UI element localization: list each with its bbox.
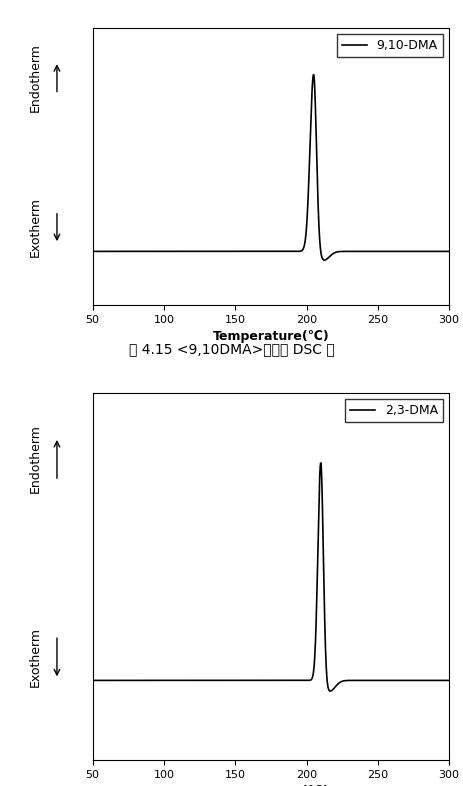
9,10-DMA xyxy=(226,247,232,256)
2,3-DMA xyxy=(383,676,388,685)
2,3-DMA xyxy=(322,608,327,617)
2,3-DMA xyxy=(356,676,362,685)
9,10-DMA xyxy=(90,247,95,256)
9,10-DMA xyxy=(322,255,327,265)
Legend: 2,3-DMA: 2,3-DMA xyxy=(345,399,443,422)
Text: Endotherm: Endotherm xyxy=(29,424,42,494)
9,10-DMA xyxy=(304,224,309,233)
9,10-DMA xyxy=(155,247,160,256)
2,3-DMA xyxy=(226,676,232,685)
2,3-DMA xyxy=(446,676,452,685)
2,3-DMA xyxy=(318,458,324,468)
2,3-DMA xyxy=(90,676,95,685)
9,10-DMA xyxy=(322,255,327,265)
2,3-DMA xyxy=(304,676,309,685)
Text: Endotherm: Endotherm xyxy=(29,43,42,112)
9,10-DMA xyxy=(446,247,452,256)
9,10-DMA xyxy=(356,247,362,256)
Text: 圖 4.15 <9,10DMA>分子之 DSC 圖: 圖 4.15 <9,10DMA>分子之 DSC 圖 xyxy=(129,342,334,356)
Text: Exotherm: Exotherm xyxy=(29,627,42,687)
9,10-DMA xyxy=(383,247,388,256)
Text: Exotherm: Exotherm xyxy=(29,197,42,258)
Line: 9,10-DMA: 9,10-DMA xyxy=(93,75,449,260)
2,3-DMA xyxy=(155,676,160,685)
9,10-DMA xyxy=(311,70,316,79)
2,3-DMA xyxy=(327,686,333,696)
Legend: 9,10-DMA: 9,10-DMA xyxy=(337,35,443,57)
Line: 2,3-DMA: 2,3-DMA xyxy=(93,463,449,691)
X-axis label: Temperature(℃): Temperature(℃) xyxy=(213,330,329,343)
